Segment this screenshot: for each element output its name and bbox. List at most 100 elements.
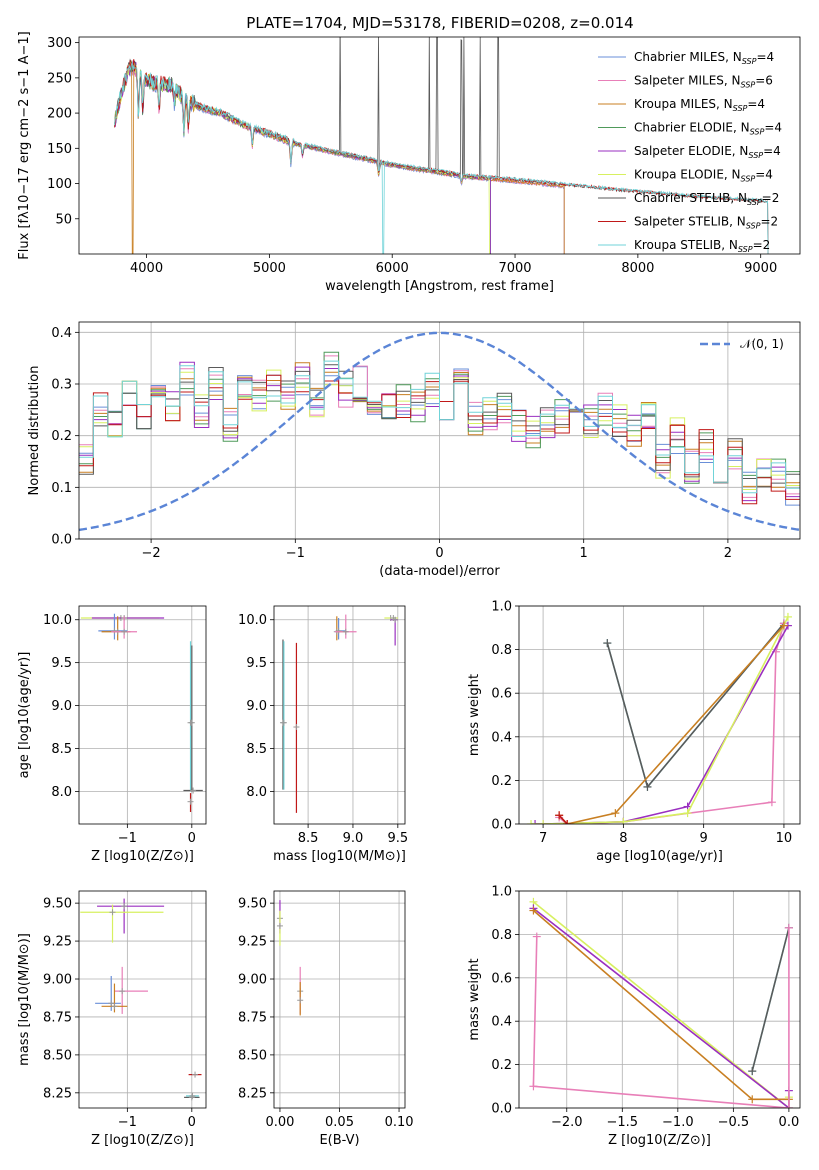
plot-area	[80, 898, 202, 1101]
x-tick-label: 8	[619, 831, 627, 846]
y-tick-label: 9.00	[43, 973, 72, 988]
x-tick-label: 7	[539, 831, 547, 846]
errorbar-chabrier-stelib	[183, 787, 203, 794]
y-axis-label: Flux [fλ10−17 erg cm−2 s−1 A−1]	[17, 31, 32, 259]
errorbar-kroupa-stelib	[187, 641, 194, 792]
x-tick-label: 9000	[744, 261, 777, 276]
y-axis-label: Normed distribution	[27, 366, 42, 496]
y-tick-label: 9.0	[51, 699, 72, 714]
axes-frame	[273, 605, 406, 825]
histogram-kroupa-stelib	[79, 360, 800, 501]
y-tick-label: 0.4	[491, 1015, 512, 1030]
y-tick-label: 9.0	[246, 699, 267, 714]
errorbar-salpeter-stelib	[293, 642, 300, 813]
x-tick-label: 7000	[498, 261, 531, 276]
errorbar-salpeter-stelib	[188, 1071, 202, 1078]
x-tick-label: 9	[700, 831, 708, 846]
y-tick-label: 100	[47, 177, 72, 192]
x-tick-label: 0.05	[325, 1115, 354, 1130]
mass-weight-series-kroupa-stelib	[603, 619, 788, 791]
axes-frame	[78, 321, 801, 540]
histogram-chabrier-miles	[79, 366, 800, 506]
x-tick-label: 6000	[376, 261, 409, 276]
normal-curve	[79, 331, 800, 532]
legend-entry-chabrier-elodie: Chabrier ELODIE, NSSP=4	[634, 121, 782, 137]
errorbar-kroupa-stelib	[186, 1092, 199, 1099]
legend-entry-kroupa-miles: Kroupa MILES, NSSP=4	[634, 97, 765, 113]
x-tick-label: −1	[118, 831, 137, 846]
panel-spectrum: 4000 5000 6000 7000 8000 9000 50 100 150 200 250 30…	[17, 31, 801, 294]
mass-weight-series-salpeter-miles	[555, 619, 788, 824]
mass-weight-series-salpeter-stelib	[555, 811, 572, 824]
y-tick-label: 300	[47, 36, 72, 51]
histogram-chabrier-stelib	[79, 364, 800, 511]
spectrum-legend: Chabrier MILES, NSSP=4 Salpeter MILES, NS…	[598, 50, 782, 254]
y-tick-label: 8.75	[43, 1010, 72, 1025]
y-tick-label: 9.50	[238, 897, 267, 912]
x-tick-label: 9.0	[343, 831, 364, 846]
spectrum-line-salpeter-stelib	[114, 58, 769, 254]
x-axis-label: Z [log10(Z/Z⊙)]	[91, 849, 194, 864]
y-axis-label: mass weight	[467, 674, 482, 756]
errorbar-kroupa-miles	[297, 982, 304, 1016]
x-tick-label: −2.0	[551, 1115, 583, 1130]
x-tick-label: 8000	[621, 261, 654, 276]
y-tick-label: 0.0	[491, 818, 512, 833]
mass-weight-series-kroupa-elodie	[527, 612, 792, 824]
y-tick-label: 1.0	[491, 885, 512, 900]
errorbar-salpeter-elodie	[390, 616, 399, 646]
y-tick-label: 0.1	[51, 481, 72, 496]
axes-frame	[78, 605, 207, 825]
errorbar-salpeter-miles	[111, 616, 138, 639]
x-tick-label: −1.0	[662, 1115, 694, 1130]
figure-title: PLATE=1704, MJD=53178, FIBERID=0208, z=0…	[246, 14, 633, 32]
errorbar-kroupa-elodie	[80, 904, 164, 943]
legend-entry-kroupa-elodie: Kroupa ELODIE, NSSP=4	[634, 168, 773, 184]
x-tick-label: 4000	[130, 261, 163, 276]
x-axis-label: E(B-V)	[319, 1133, 359, 1148]
plot-area	[80, 613, 203, 812]
x-tick-label: 0	[188, 1115, 196, 1130]
errorbar-chabrier-miles	[95, 975, 121, 1011]
plot-area	[529, 897, 793, 1108]
panel-residuals: −2 −1 0 1 2 0.0 0.1 0.2 0.3 0.4 (data-model)/error…	[27, 321, 801, 579]
y-tick-label: 9.5	[51, 656, 72, 671]
mass-weight-series-chabrier-stelib	[603, 619, 788, 791]
x-axis-label: wavelength [Angstrom, rest frame]	[325, 279, 554, 294]
x-tick-label: −0.5	[718, 1115, 750, 1130]
y-tick-label: 0.8	[491, 928, 512, 943]
plot-area	[279, 614, 399, 813]
axes-frame	[273, 890, 406, 1109]
x-tick-label: 0.0	[779, 1115, 800, 1130]
panel-massweight-vs-age: 7 8 9 10 0.0 0.2 0.4 0.6 0.8 1.0 age [log10(age/yr…	[467, 600, 801, 864]
x-tick-label: −1	[118, 1115, 137, 1130]
x-tick-label: 0	[188, 831, 196, 846]
errorbar-salpeter-miles	[335, 614, 357, 639]
legend-entry-chabrier-stelib: Chabrier STELIB, NSSP=2	[634, 191, 779, 207]
plot-area	[114, 37, 769, 254]
axes-frame	[78, 36, 801, 255]
y-tick-label: 0.2	[491, 774, 512, 789]
legend-entry-normal: 𝒩(0, 1)	[740, 337, 784, 351]
legend-entry-salpeter-miles: Salpeter MILES, NSSP=6	[634, 74, 773, 90]
panel-age-vs-mass: 8.5 9.0 9.5 8.0 8.5 9.0 9.5 10.0 mass [log10(M/M…	[238, 605, 408, 864]
panel-mass-vs-ebv: 0.00 0.05 0.10 8.25 8.50 8.75 9.00 9.25 9.50 E(B-…	[238, 890, 414, 1148]
y-tick-label: 9.25	[43, 935, 72, 950]
y-tick-label: 10.0	[238, 613, 267, 628]
y-tick-label: 0.4	[491, 730, 512, 745]
mass-weight-series-salpeter-miles	[529, 923, 793, 1108]
y-tick-label: 9.5	[246, 656, 267, 671]
histogram-kroupa-elodie	[79, 369, 800, 490]
y-tick-label: 0.4	[51, 326, 72, 341]
y-tick-label: 8.50	[238, 1048, 267, 1063]
errorbar-kroupa-stelib	[280, 641, 287, 790]
axes-frame	[78, 890, 207, 1109]
x-tick-label: −2	[142, 546, 161, 561]
y-tick-label: 0.0	[491, 1102, 512, 1117]
y-tick-label: 0.6	[491, 687, 512, 702]
legend-entry-salpeter-elodie: Salpeter ELODIE, NSSP=4	[634, 144, 781, 160]
y-axis-label: age [log10(age/yr)]	[17, 652, 32, 779]
errorbar-chabrier-stelib	[188, 645, 195, 792]
y-tick-label: 8.25	[238, 1086, 267, 1101]
